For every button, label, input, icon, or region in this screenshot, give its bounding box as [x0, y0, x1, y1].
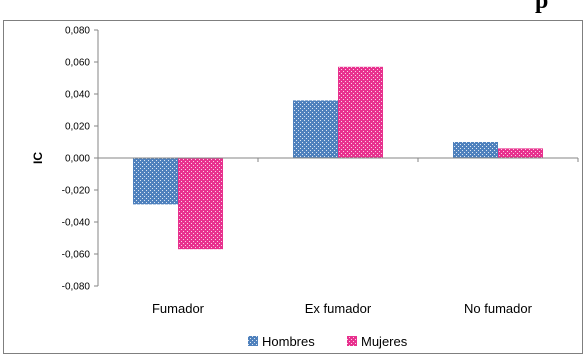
- bar-hombres: [453, 142, 498, 158]
- bars: [133, 66, 543, 250]
- y-tick-label: -0,040: [62, 218, 91, 229]
- y-tick-label: 0,040: [65, 90, 90, 101]
- bar-mujeres: [178, 158, 223, 250]
- bar-mujeres: [498, 148, 543, 158]
- y-tick-label: -0,020: [62, 186, 91, 197]
- y-tick-label: 0,080: [65, 26, 90, 37]
- y-tick-label: -0,060: [62, 250, 91, 261]
- y-tick-label: 0,000: [65, 154, 90, 165]
- legend-swatch-mujeres: [347, 336, 357, 346]
- legend: Hombres Mujeres: [248, 334, 408, 349]
- chart-frame: [3, 20, 583, 354]
- bar-hombres: [293, 100, 338, 158]
- x-axis: Fumador Ex fumador No fumador: [97, 157, 579, 316]
- x-tick-label: Ex fumador: [305, 301, 372, 316]
- chart-title: p: [535, 0, 548, 14]
- bar-hombres: [133, 158, 178, 205]
- legend-label-mujeres: Mujeres: [361, 334, 408, 349]
- y-axis: 0,080 0,060 0,040 0,020 0,000 -0,020 -0,040 -0,…: [62, 26, 99, 293]
- legend-swatch-hombres: [248, 336, 258, 346]
- y-tick-label: 0,020: [65, 122, 90, 133]
- y-axis-title: IC: [31, 152, 45, 164]
- bar-mujeres: [338, 66, 383, 158]
- y-tick-label: -0,080: [62, 282, 91, 293]
- x-tick-label: Fumador: [152, 301, 205, 316]
- x-tick-label: No fumador: [464, 301, 533, 316]
- y-tick-label: 0,060: [65, 58, 90, 69]
- legend-label-hombres: Hombres: [262, 334, 315, 349]
